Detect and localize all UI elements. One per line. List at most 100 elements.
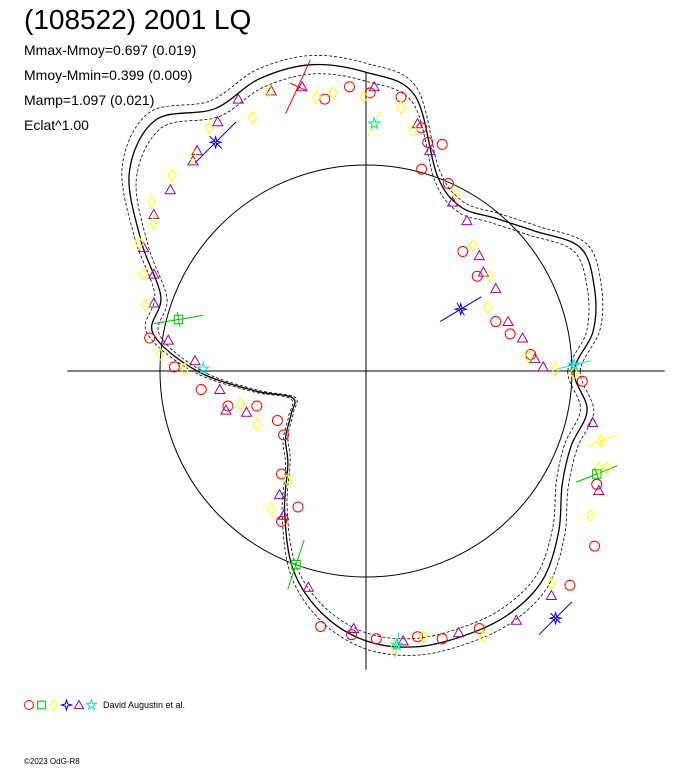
copyright: ©2023 OdG-R8 (24, 757, 80, 766)
data-point-square (291, 559, 301, 570)
data-point-circle (168, 361, 180, 373)
data-point-triangle (211, 115, 224, 127)
error-bar (456, 302, 465, 316)
legend-symbol-square (37, 700, 46, 710)
data-point-circle (576, 375, 588, 387)
data-point-diamond (478, 629, 489, 644)
data-point-triangle (265, 84, 278, 96)
data-point-triangle (162, 334, 175, 345)
data-point-circle (490, 316, 502, 328)
data-point-triangle (296, 80, 308, 92)
data-point-star (196, 361, 211, 375)
legend-symbols (24, 698, 98, 712)
data-point-triangle (586, 416, 599, 427)
data-point-triangle (516, 332, 529, 343)
data-point-diamond (484, 269, 495, 284)
data-point-triangle (424, 144, 436, 156)
data-markers (134, 80, 612, 654)
data-point-circle (564, 579, 576, 591)
data-point-triangle (273, 488, 286, 500)
data-point-circle (422, 136, 434, 148)
stat-mmax-mmoy: Mmax-Mmoy=0.697 (0.019) (24, 42, 197, 58)
data-point-triangle (240, 406, 253, 417)
data-point-triangle (452, 626, 465, 638)
data-point-diamond (594, 460, 604, 475)
data-point-circle (436, 633, 448, 645)
data-point-triangle (232, 93, 245, 104)
data-point-diamond (550, 362, 561, 376)
data-point-triangle (446, 196, 459, 207)
data-point-diamond (602, 460, 612, 475)
legend-symbol-star4 (59, 698, 74, 712)
data-point-star (367, 116, 382, 130)
data-point-diamond (235, 397, 245, 411)
data-point-circle (473, 623, 485, 634)
data-point-diamond (180, 362, 190, 376)
data-point-triangle (147, 268, 160, 279)
legend-symbol-circle (24, 700, 34, 710)
data-point-triangle (411, 117, 424, 129)
data-point-diamond (252, 417, 262, 432)
data-point-square (173, 314, 184, 325)
data-point-star4 (453, 301, 469, 317)
data-point-diamond (266, 502, 276, 516)
legend-symbol-diamond (49, 698, 59, 712)
data-point-diamond (328, 85, 338, 100)
data-point-star4 (548, 610, 563, 626)
data-point-square (591, 469, 602, 479)
data-point-triangle (545, 589, 558, 601)
error-bar (289, 82, 307, 91)
stat-eclat: Eclat^1.00 (24, 117, 89, 133)
data-point-star (567, 357, 581, 371)
legend-symbol-star (85, 698, 98, 711)
data-point-triangle (302, 581, 315, 592)
data-point-triangle (461, 214, 473, 226)
data-point-diamond (408, 123, 418, 137)
error-bar (288, 561, 304, 568)
data-point-circle (251, 400, 263, 412)
stat-mmoy-mmin: Mmoy-Mmin=0.399 (0.009) (24, 67, 193, 83)
data-point-circle (315, 620, 327, 632)
data-point-circle (271, 414, 283, 426)
data-point-triangle (164, 183, 177, 195)
data-point-diamond (204, 121, 215, 135)
error-bar (598, 436, 604, 446)
data-point-circle (292, 501, 304, 513)
data-point-circle (276, 468, 288, 480)
chart-title: (108522) 2001 LQ (24, 4, 252, 35)
data-point-triangle (147, 208, 160, 219)
data-point-diamond (524, 349, 534, 364)
data-point-diamond (419, 629, 429, 644)
data-point-triangle (502, 315, 514, 327)
curve-upper-bound (121, 54, 604, 656)
data-point-diamond (311, 90, 322, 104)
data-point-triangle (368, 80, 381, 92)
data-point-diamond (155, 347, 165, 362)
axes (67, 72, 665, 670)
data-point-diamond (569, 366, 579, 380)
data-point-circle (222, 400, 234, 412)
data-point-triangle (191, 144, 203, 156)
data-point-circle (589, 540, 601, 552)
data-point-diamond (585, 508, 596, 523)
data-point-diamond (283, 473, 293, 488)
error-bar (176, 312, 181, 327)
data-point-circle (319, 93, 331, 105)
data-point-triangle (147, 296, 160, 308)
data-point-triangle (220, 404, 232, 415)
data-point-diamond (264, 83, 274, 98)
data-point-diamond (452, 186, 462, 201)
data-point-diamond (134, 236, 145, 251)
data-point-diamond (546, 576, 557, 591)
data-point-diamond (482, 300, 493, 315)
data-point-triangle (189, 354, 201, 366)
data-point-star (389, 637, 404, 651)
data-point-triangle (510, 614, 523, 625)
data-point-triangle (489, 282, 502, 294)
data-point-circle (346, 629, 358, 641)
data-point-triangle (277, 509, 290, 520)
data-point-triangle (592, 484, 605, 495)
data-point-circle (278, 429, 290, 441)
data-point-circle (370, 633, 382, 645)
